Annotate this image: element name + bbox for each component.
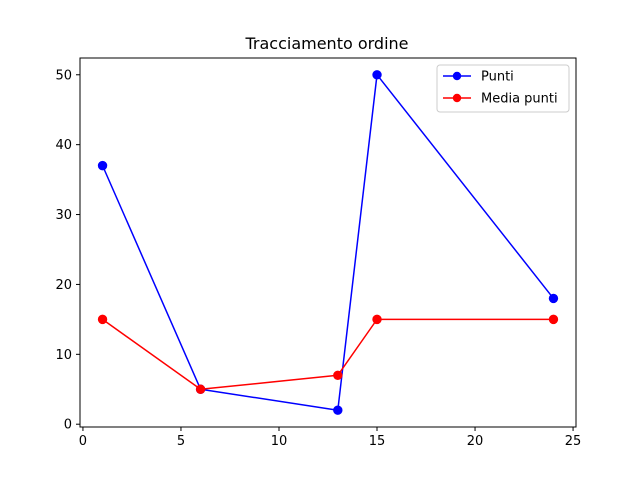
y-tick-label: 10 — [55, 348, 72, 363]
x-tick-label: 0 — [79, 434, 87, 449]
chart-title: Tracciamento ordine — [244, 34, 408, 53]
data-point-punti — [548, 293, 559, 304]
y-tick-label: 20 — [55, 278, 72, 293]
legend-label-media-punti: Media punti — [481, 92, 558, 107]
series-line-media-punti — [102, 318, 554, 391]
x-tick-label: 10 — [271, 434, 288, 449]
plot-area — [97, 70, 559, 415]
data-point-media-punti — [333, 370, 343, 380]
data-point-media-punti — [548, 314, 559, 325]
legend-marker-media-punti — [452, 93, 462, 103]
series-line-punti — [101, 74, 555, 411]
y-tick-label: 40 — [55, 138, 72, 153]
x-tick-label: 25 — [565, 434, 582, 449]
data-point-media-punti — [97, 314, 108, 325]
x-axis: 0 5 10 15 20 25 — [79, 427, 582, 449]
legend-marker-punti — [452, 71, 462, 81]
y-tick-label: 0 — [64, 418, 72, 433]
y-axis: 0 10 20 30 40 50 — [55, 68, 80, 433]
x-tick-label: 5 — [177, 434, 185, 449]
x-tick-label: 20 — [467, 434, 484, 449]
legend-label-punti: Punti — [481, 70, 514, 85]
x-tick-label: 15 — [369, 434, 386, 449]
data-point-punti — [97, 160, 108, 171]
y-tick-label: 50 — [55, 68, 72, 83]
data-point-punti — [333, 405, 343, 415]
data-point-media-punti — [372, 314, 382, 325]
y-tick-label: 30 — [55, 208, 72, 223]
data-point-media-punti — [195, 384, 206, 394]
axes-frame — [79, 57, 577, 428]
data-point-punti — [372, 70, 382, 80]
legend: Punti Media punti — [436, 64, 570, 113]
